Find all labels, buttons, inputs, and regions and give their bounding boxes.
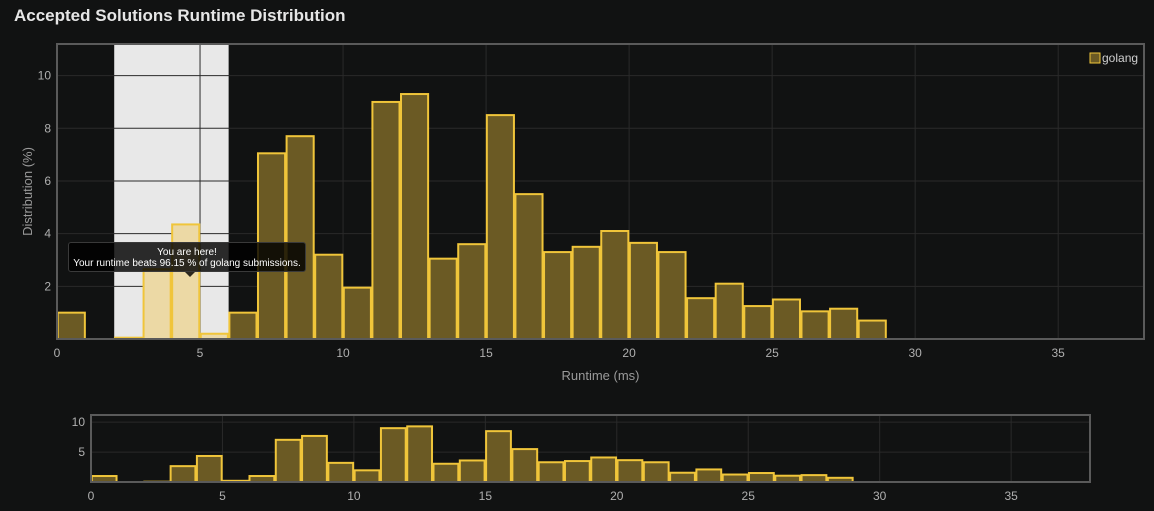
- overview-bar[interactable]: [485, 430, 512, 484]
- overview-bar[interactable]: [800, 474, 828, 484]
- main-group: 0 5 10 15 20 25 30 35 2 4 6 8 10 Runtime (ms) Distribu…: [20, 43, 1145, 383]
- overview-bar[interactable]: [406, 425, 434, 483]
- main-y-tick-label: 10: [38, 69, 52, 83]
- main-bar[interactable]: [743, 305, 773, 341]
- main-bar[interactable]: [485, 114, 515, 340]
- main-bar[interactable]: [714, 282, 744, 340]
- overview-x-tick-label: 0: [88, 489, 95, 503]
- main-x-tick-label: 15: [479, 346, 493, 360]
- main-bar[interactable]: [543, 251, 573, 340]
- main-x-tick-label: 10: [336, 346, 350, 360]
- tooltip-arrow: [185, 272, 195, 277]
- main-bar[interactable]: [342, 286, 372, 341]
- overview-bar[interactable]: [353, 469, 381, 483]
- main-bar[interactable]: [142, 268, 172, 341]
- overview-bar[interactable]: [616, 459, 644, 484]
- tooltip-title: You are here!: [157, 247, 217, 258]
- main-bar[interactable]: [457, 243, 487, 340]
- main-bar[interactable]: [371, 100, 401, 340]
- main-bar[interactable]: [400, 93, 430, 340]
- main-bar[interactable]: [686, 297, 716, 340]
- overview-bar[interactable]: [301, 434, 328, 483]
- overview-bar[interactable]: [458, 459, 486, 484]
- x-axis-title: Runtime (ms): [561, 368, 639, 383]
- page-title: Accepted Solutions Runtime Distribution: [14, 6, 346, 25]
- overview-bar[interactable]: [537, 461, 565, 484]
- overview-bar[interactable]: [195, 454, 223, 484]
- overview-y-tick-label: 5: [78, 445, 85, 459]
- main-bar[interactable]: [829, 307, 859, 340]
- overview-bar[interactable]: [379, 427, 407, 483]
- legend-swatch: [1089, 52, 1101, 64]
- you-are-here-tooltip: You are here! Your runtime beats 96.15 %…: [68, 242, 306, 272]
- main-x-tick-label: 25: [765, 346, 779, 360]
- main-plot-frame: [56, 43, 1145, 340]
- y-axis-title: Distribution (%): [20, 147, 35, 236]
- main-x-tick-label: 5: [197, 346, 204, 360]
- main-bar[interactable]: [657, 251, 687, 340]
- main-y-tick-label: 8: [44, 121, 51, 135]
- overview-bar[interactable]: [327, 461, 355, 484]
- main-bar[interactable]: [514, 193, 544, 340]
- main-bar[interactable]: [228, 311, 258, 340]
- overview-x-tick-label: 10: [347, 489, 361, 503]
- overview-bar[interactable]: [563, 460, 591, 483]
- overview-bar[interactable]: [511, 448, 539, 483]
- overview-x-tick-label: 35: [1004, 489, 1018, 503]
- overview-bar[interactable]: [747, 472, 775, 484]
- main-bar[interactable]: [771, 298, 801, 340]
- overview-group: 0 5 10 15 20 25 30 35 5 10: [72, 414, 1091, 503]
- main-bar[interactable]: [628, 241, 658, 340]
- main-x-tick-label: 20: [622, 346, 636, 360]
- main-bar[interactable]: [56, 311, 86, 340]
- main-bar[interactable]: [285, 135, 315, 340]
- main-y-tick-label: 6: [44, 174, 51, 188]
- main-bar[interactable]: [428, 257, 458, 341]
- overview-bar[interactable]: [642, 461, 670, 484]
- overview-x-tick-label: 15: [479, 489, 493, 503]
- main-bar[interactable]: [600, 230, 630, 340]
- main-bar[interactable]: [314, 253, 344, 340]
- overview-bar[interactable]: [432, 462, 460, 483]
- main-x-tick-label: 35: [1052, 346, 1066, 360]
- overview-bar[interactable]: [721, 473, 749, 483]
- overview-bar[interactable]: [669, 471, 696, 484]
- main-x-tick-label: 30: [908, 346, 922, 360]
- overview-x-tick-label: 30: [873, 489, 887, 503]
- overview-x-tick-label: 5: [219, 489, 226, 503]
- overview-y-tick-label: 10: [72, 415, 86, 429]
- main-x-tick-label: 0: [54, 346, 61, 360]
- main-bar[interactable]: [571, 245, 601, 340]
- overview-bar[interactable]: [695, 468, 723, 483]
- tooltip-text: Your runtime beats 96.15 % of golang sub…: [73, 258, 301, 269]
- legend-label[interactable]: golang: [1102, 51, 1138, 65]
- main-bar[interactable]: [800, 310, 830, 340]
- overview-bar[interactable]: [274, 438, 302, 484]
- main-y-tick-label: 2: [44, 279, 51, 293]
- overview-x-tick-label: 20: [610, 489, 624, 503]
- main-y-tick-label: 4: [44, 227, 51, 241]
- main-bar[interactable]: [857, 319, 887, 340]
- overview-plot-frame: [90, 414, 1091, 483]
- overview-bar[interactable]: [169, 465, 197, 483]
- overview-bar[interactable]: [590, 456, 618, 483]
- overview-x-tick-label: 25: [742, 489, 756, 503]
